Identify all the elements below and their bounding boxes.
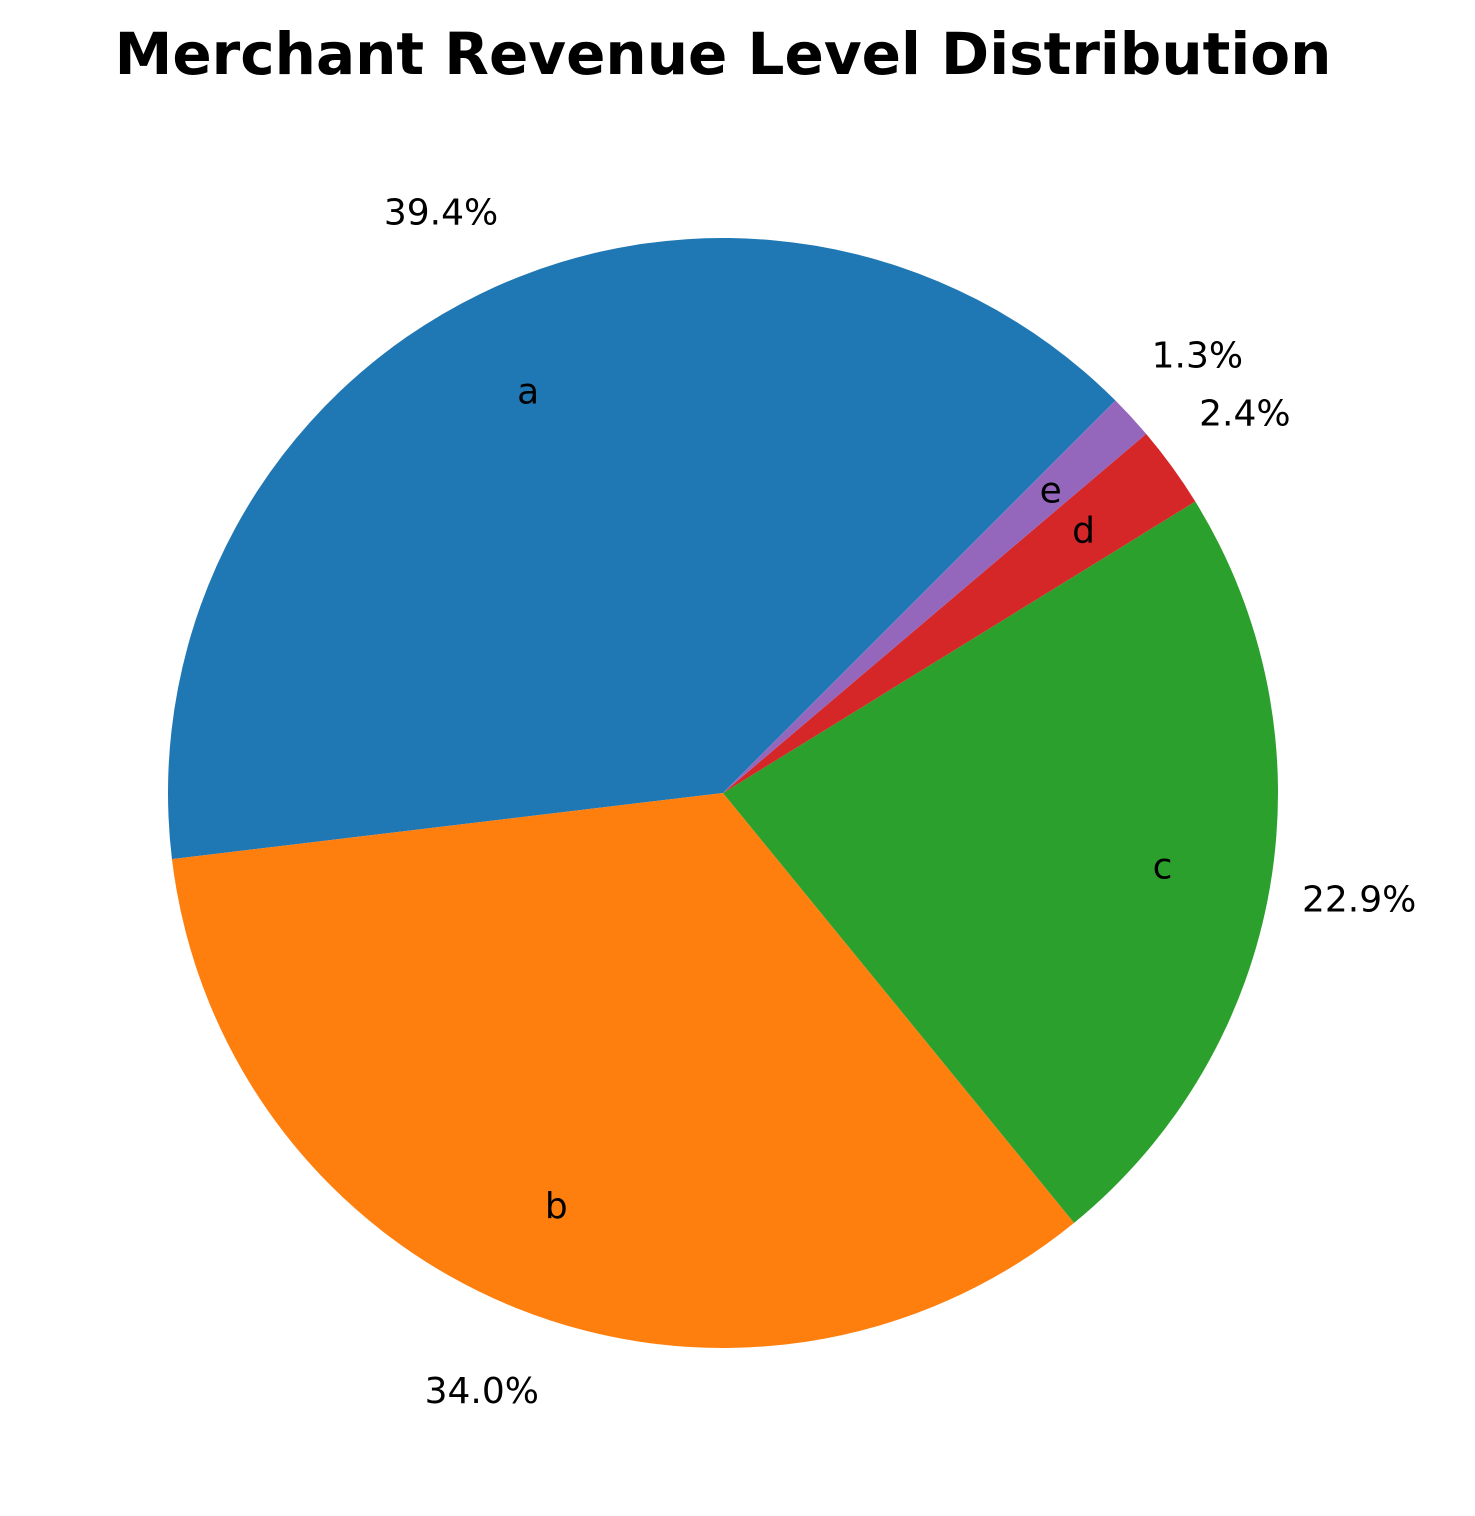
pie-slice-c	[723, 501, 1278, 1223]
pie-slice-d	[723, 433, 1196, 793]
pie-slice-a	[167, 237, 1116, 860]
pie-labels: a 39.4% b 34.0% c 22.9% d 2.4% e 1.3%	[384, 192, 1417, 1412]
percent-label-c: 22.9%	[1302, 879, 1416, 920]
pie-slice-e	[723, 400, 1147, 793]
percent-label-a: 39.4%	[384, 192, 498, 233]
pie-slices	[167, 237, 1278, 1349]
percent-label-e: 1.3%	[1152, 335, 1243, 376]
pie-slice-b	[171, 793, 1075, 1349]
percent-label-d: 2.4%	[1199, 393, 1290, 434]
slice-label-e: e	[1040, 470, 1062, 511]
chart-title: Merchant Revenue Level Distribution	[115, 20, 1332, 88]
slice-label-d: d	[1072, 511, 1095, 552]
slice-label-b: b	[545, 1186, 568, 1227]
slice-label-c: c	[1153, 846, 1173, 887]
percent-label-b: 34.0%	[425, 1371, 539, 1412]
slice-label-a: a	[517, 372, 539, 413]
